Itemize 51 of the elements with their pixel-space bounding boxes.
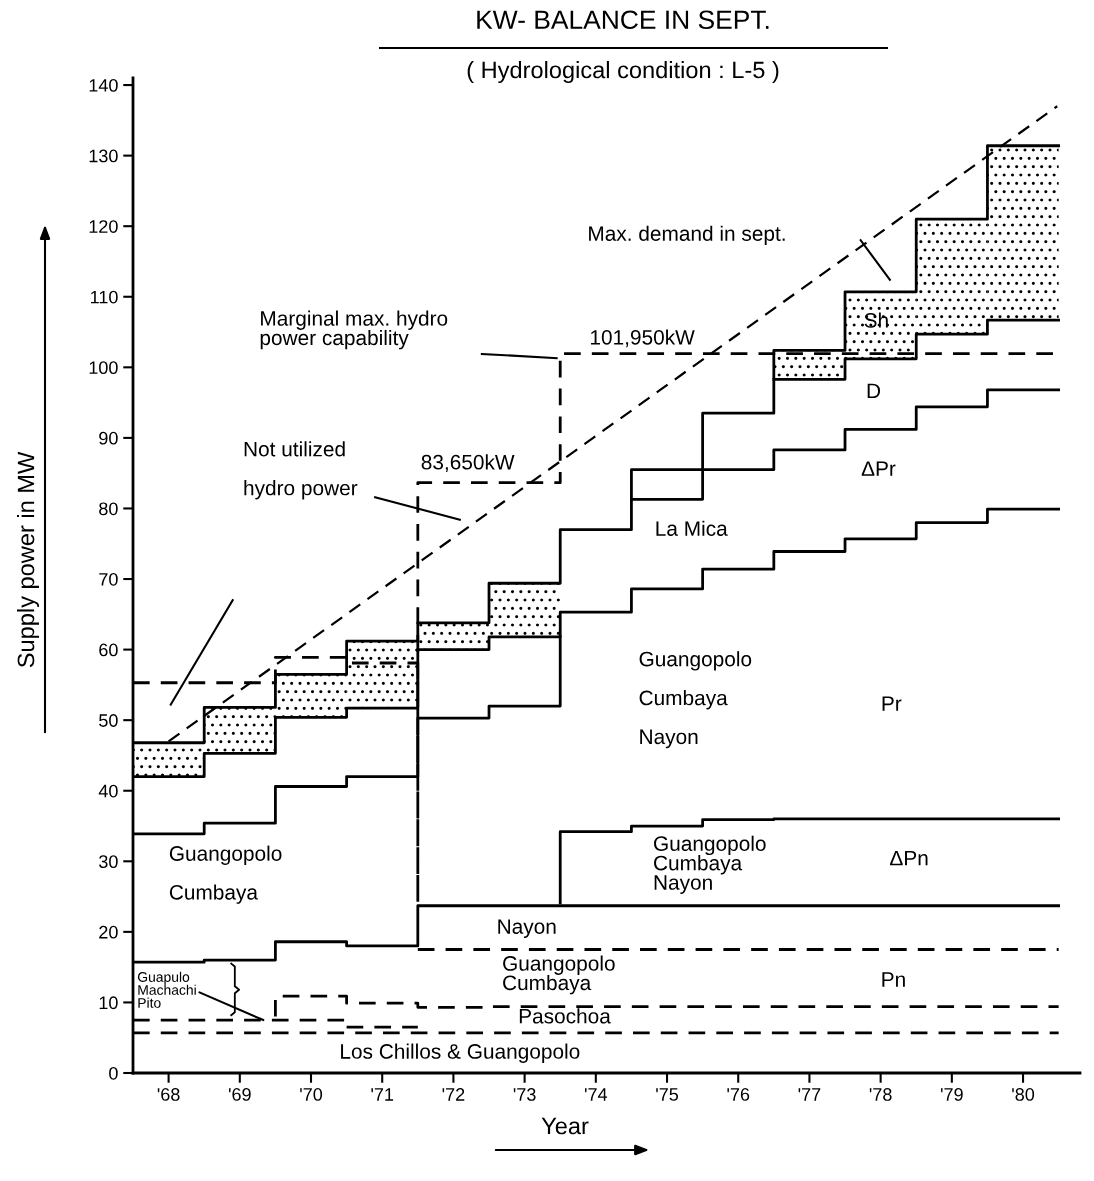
- x-tick-label: '73: [513, 1088, 536, 1101]
- y-tick-label: 50: [99, 714, 118, 727]
- x-axis-title: Year: [541, 1117, 589, 1135]
- y-tick-label: 20: [99, 925, 118, 939]
- y-tick-label: 40: [98, 784, 118, 798]
- x-tick-label: '77: [798, 1088, 821, 1101]
- annotation: ΔPn: [890, 850, 928, 866]
- annotation: 83,650kW: [421, 454, 515, 473]
- annotation: Nayon: [498, 919, 556, 939]
- y-axis-title: Supply power in MW: [17, 451, 40, 668]
- y-tick-label: 0: [109, 1066, 118, 1080]
- y-tick-label: 120: [89, 220, 118, 233]
- y-tick-label: 30: [99, 855, 118, 869]
- annotation: D: [867, 383, 881, 399]
- y-tick-label: 140: [89, 78, 118, 92]
- annotation: Marginal max. hydro power capability: [260, 310, 448, 350]
- x-tick-label: '75: [656, 1088, 679, 1101]
- annotation: Pr: [882, 696, 902, 711]
- chart-title: KW- BALANCE IN SEPT.: [477, 10, 769, 30]
- y-tick-label: 60: [99, 643, 118, 657]
- annotation: La Mica: [656, 520, 728, 536]
- annotation: Not utilized hydro power: [244, 441, 358, 500]
- annotation: 101,950kW: [591, 329, 695, 348]
- y-tick-label: 80: [99, 502, 118, 516]
- y-tick-label: 70: [99, 572, 118, 586]
- annotation: Guangopolo Cumbaya Nayon: [639, 651, 752, 749]
- y-tick-label: 100: [89, 361, 118, 375]
- x-tick-label: '70: [300, 1088, 323, 1101]
- x-tick-label: '79: [940, 1088, 963, 1101]
- y-tick-label: 110: [91, 290, 118, 304]
- x-tick-label: '71: [371, 1088, 394, 1101]
- annotation: Guapulo Machachi Pito: [137, 971, 196, 1008]
- annotation: ΔPr: [861, 461, 896, 476]
- y-tick-label: 10: [99, 996, 118, 1010]
- annotation: Pn: [882, 972, 905, 987]
- y-tick-label: 130: [89, 149, 118, 163]
- annotation: Guangopolo Cumbaya: [503, 955, 615, 995]
- x-tick-label: '78: [869, 1088, 892, 1101]
- x-tick-label: '68: [157, 1088, 180, 1101]
- x-tick-label: '72: [442, 1088, 465, 1101]
- annotation: Los Chillos & Guangopolo: [341, 1043, 580, 1063]
- chart-subtitle: ( Hydrological condition : L-5 ): [467, 61, 779, 83]
- annotation: Max. demand in sept.: [589, 225, 785, 246]
- annotation: Pasochoa: [519, 1008, 611, 1024]
- x-tick-label: '74: [584, 1088, 608, 1101]
- x-tick-label: '76: [727, 1088, 750, 1101]
- x-tick-label: '69: [228, 1088, 251, 1101]
- y-tick-label: 90: [99, 431, 118, 445]
- x-tick-label: '80: [1012, 1088, 1035, 1101]
- annotation: Guangopolo Cumbaya Nayon: [654, 835, 766, 894]
- annotation: Guangopolo Cumbaya: [169, 845, 282, 904]
